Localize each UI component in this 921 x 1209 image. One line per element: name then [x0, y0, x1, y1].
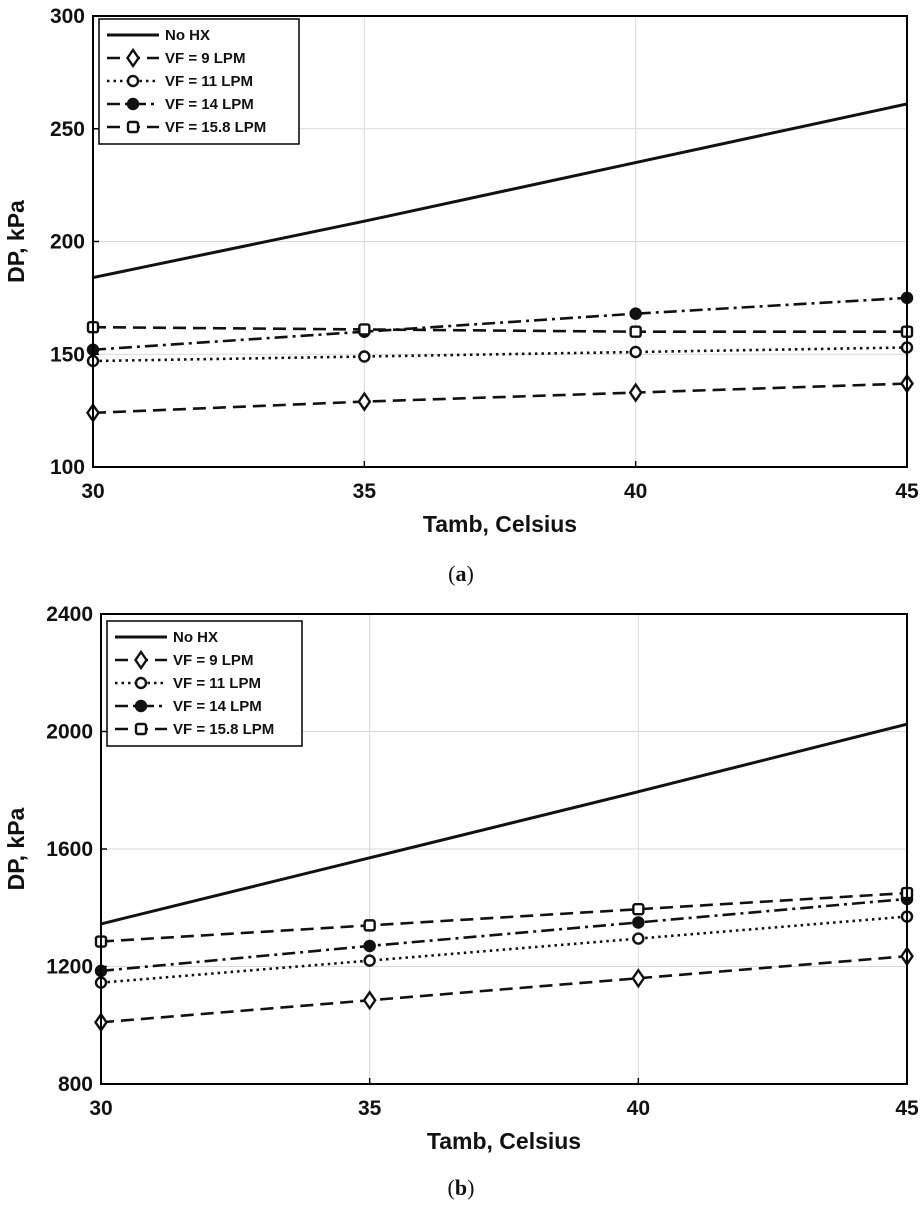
caption-letter: b: [455, 1175, 467, 1200]
legend-label: No HX: [165, 27, 210, 44]
data-point: [632, 916, 645, 929]
data-point: [629, 325, 642, 338]
series-line-4: [100, 891, 908, 943]
y-axis-label: DP, kPa: [3, 807, 29, 890]
legend-label: VF = 9 LPM: [165, 50, 245, 67]
chart-a: 30 35 40 45 100 150 200 250 300 Tamb, Celsius DP, …: [3, 5, 919, 586]
figure-caption: (b): [448, 1175, 475, 1200]
data-point: [629, 345, 642, 359]
legend-label: No HX: [173, 629, 218, 646]
x-tick-label: 30: [81, 480, 104, 503]
data-point: [358, 323, 371, 336]
x-tick-label: 35: [358, 1097, 382, 1120]
data-point: [363, 954, 376, 967]
data-point: [363, 939, 376, 953]
series-line-0: [92, 102, 908, 280]
data-point: [628, 382, 643, 403]
legend: No HX VF = 9 LPM VF = 11 LPM VF = 14 LPM VF …: [106, 620, 303, 747]
chart-b: 30 35 40 45 800 1200 1600 2000 2400 Tamb, Celsius…: [3, 603, 919, 1200]
x-axis-label: Tamb, Celsius: [423, 511, 577, 537]
y-tick-label: 300: [50, 5, 85, 28]
series-line-2: [92, 346, 908, 363]
data-point: [632, 932, 645, 945]
legend-marker: [134, 649, 148, 671]
caption-letter: a: [456, 561, 467, 586]
x-tick-label: 45: [895, 480, 919, 503]
y-axis-label: DP, kPa: [3, 200, 29, 283]
x-tick-label: 45: [895, 1097, 919, 1120]
series-line-3: [100, 897, 908, 973]
legend-label: VF = 15.8 LPM: [165, 119, 266, 136]
y-tick-label: 2000: [46, 721, 93, 744]
series-line-3: [92, 296, 908, 352]
legend-marker: [134, 722, 148, 736]
data-point: [632, 903, 645, 916]
x-tick-label: 30: [89, 1097, 112, 1120]
data-point: [363, 919, 376, 932]
data-point: [357, 391, 372, 412]
legend-label: VF = 9 LPM: [173, 652, 253, 669]
y-tick-label: 200: [50, 231, 85, 254]
legend-marker: [126, 47, 140, 69]
series-line-2: [100, 915, 908, 984]
series-line-1: [92, 382, 908, 415]
x-tick-label: 40: [627, 1097, 650, 1120]
legend-label: VF = 11 LPM: [173, 675, 261, 692]
y-tick-label: 250: [50, 118, 85, 141]
x-axis-label: Tamb, Celsius: [427, 1128, 581, 1154]
data-point: [631, 968, 646, 989]
legend-label: VF = 14 LPM: [165, 96, 254, 113]
series-line-0: [100, 722, 908, 926]
legend-marker: [134, 676, 148, 690]
legend-label: VF = 11 LPM: [165, 73, 253, 90]
data-point: [358, 350, 371, 363]
figure-caption: (a): [448, 561, 474, 586]
series-line-1: [100, 954, 908, 1024]
y-tick-label: 2400: [46, 603, 93, 626]
legend-label: VF = 14 LPM: [173, 698, 262, 715]
y-tick-label: 800: [58, 1073, 93, 1096]
data-point: [629, 307, 642, 320]
y-tick-label: 100: [50, 456, 85, 479]
x-tick-label: 40: [624, 480, 647, 503]
data-point: [362, 990, 377, 1011]
y-tick-label: 150: [50, 343, 85, 366]
y-tick-label: 1200: [46, 956, 93, 979]
legend-marker: [126, 97, 140, 111]
legend: No HX VF = 9 LPM VF = 11 LPM VF = 14 LPM VF …: [98, 18, 300, 145]
legend-marker: [134, 699, 148, 713]
x-tick-label: 35: [353, 480, 377, 503]
legend-label: VF = 15.8 LPM: [173, 721, 274, 738]
legend-marker: [126, 120, 140, 134]
y-tick-label: 1600: [46, 838, 93, 861]
series-line-4: [92, 325, 907, 334]
legend-marker: [126, 74, 140, 88]
